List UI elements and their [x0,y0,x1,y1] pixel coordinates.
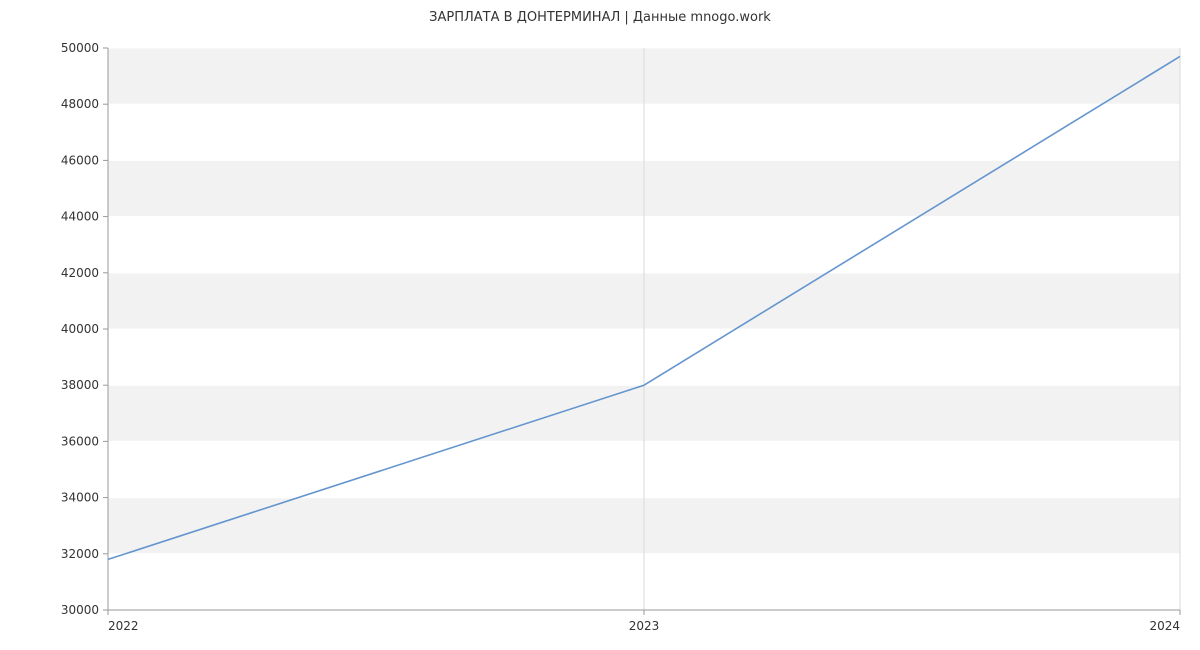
chart-title: ЗАРПЛАТА В ДОНТЕРМИНАЛ | Данные mnogo.wo… [0,10,1200,25]
y-tick-label: 38000 [61,378,99,392]
chart-svg: 30000 32000 34000 36000 38000 40000 42000 44000… [0,0,1200,650]
y-tick-label: 42000 [61,266,99,280]
x-tick-label: 2023 [629,619,660,633]
y-tick-label: 46000 [61,153,99,167]
y-tick-label: 50000 [61,41,99,55]
y-tick-label: 30000 [61,603,99,617]
y-tick-label: 32000 [61,547,99,561]
y-tick-label: 36000 [61,434,99,448]
y-tick-label: 48000 [61,97,99,111]
y-tick-label: 44000 [61,210,99,224]
x-tick-label: 2024 [1149,619,1180,633]
salary-line-chart: ЗАРПЛАТА В ДОНТЕРМИНАЛ | Данные mnogo.wo… [0,0,1200,650]
x-tick-label: 2022 [108,619,139,633]
y-tick-label: 34000 [61,491,99,505]
y-tick-label: 40000 [61,322,99,336]
